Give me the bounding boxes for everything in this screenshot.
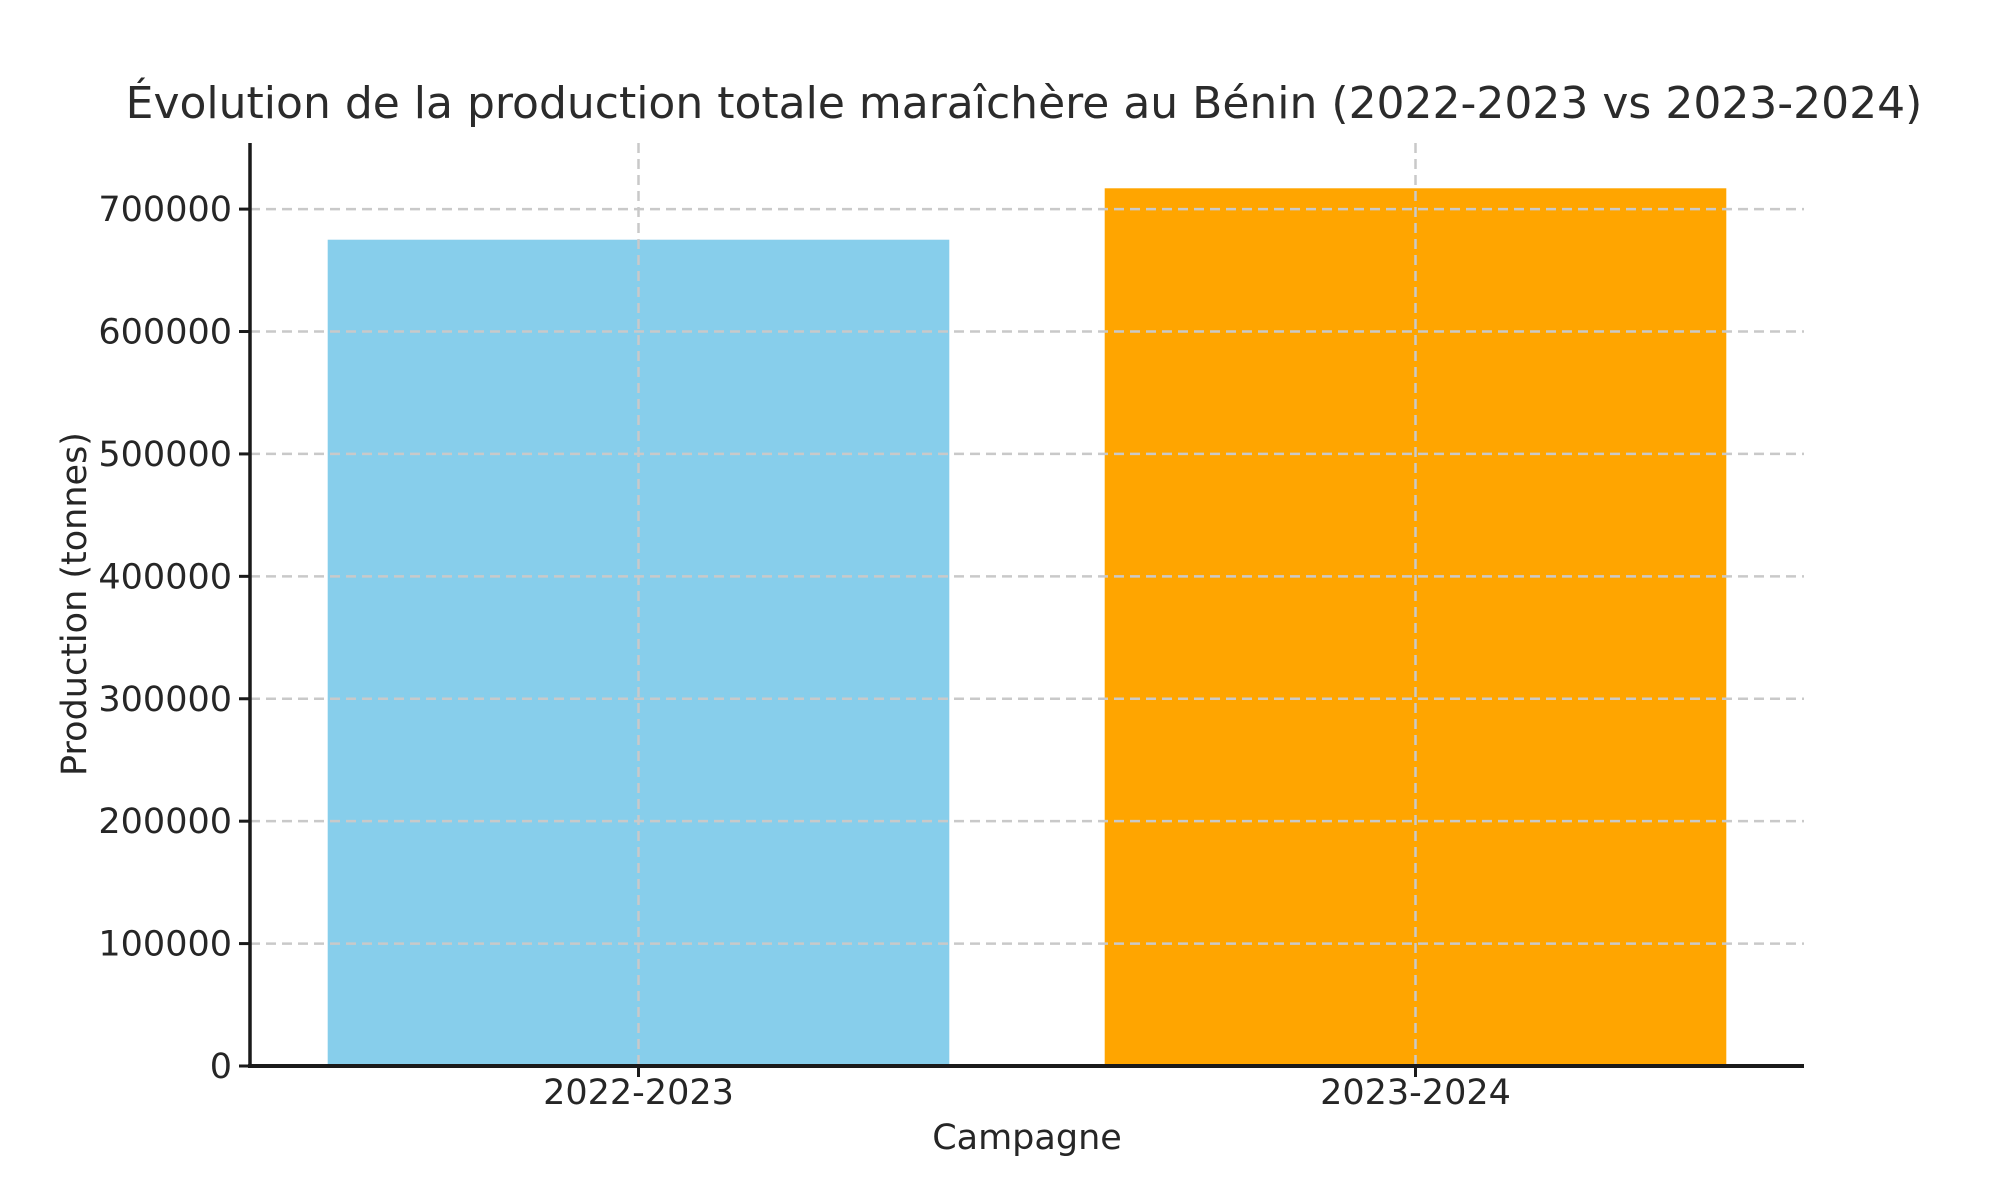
y-tick-label: 700000 — [98, 190, 232, 230]
y-tick-label: 500000 — [98, 435, 232, 475]
y-tick-label: 600000 — [98, 313, 232, 353]
y-tick-label: 0 — [210, 1047, 232, 1087]
x-tick-label: 2022-2023 — [543, 1073, 734, 1113]
y-axis-label: Production (tonnes) — [55, 432, 95, 776]
y-tick-label: 400000 — [98, 557, 232, 597]
y-tick-label: 300000 — [98, 680, 232, 720]
x-tick-label: 2023-2024 — [1320, 1073, 1511, 1113]
x-axis-label: Campagne — [932, 1118, 1122, 1158]
y-tick-label: 100000 — [98, 925, 232, 965]
bar-2022-2023 — [327, 239, 950, 1066]
chart-title: Évolution de la production totale maraîc… — [125, 78, 1923, 129]
y-tick-label: 200000 — [98, 802, 232, 842]
